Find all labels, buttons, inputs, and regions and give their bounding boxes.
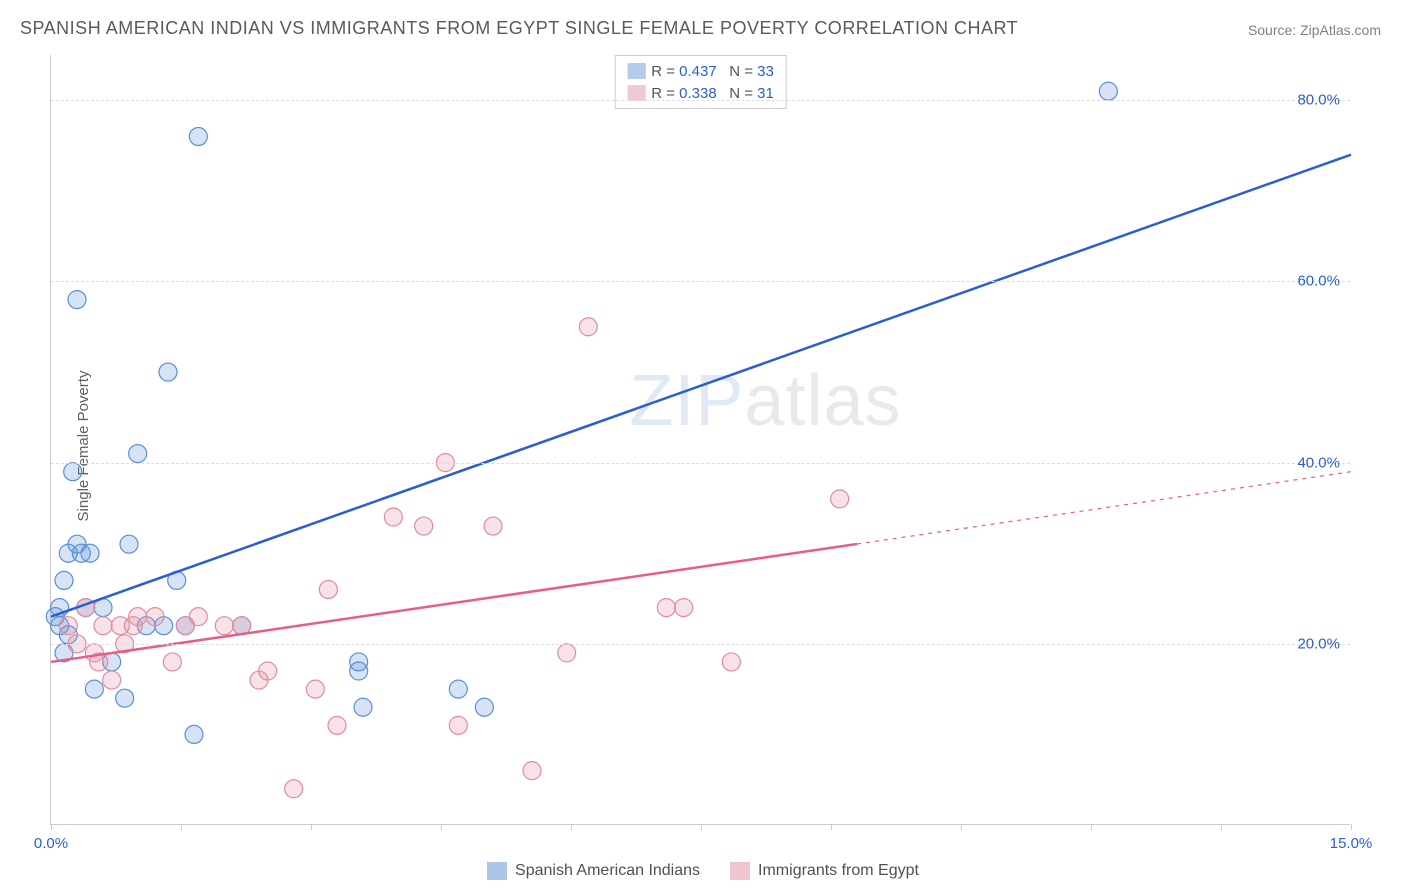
y-tick-label: 80.0% [1297,92,1340,109]
grid-line [51,463,1350,464]
y-tick-label: 40.0% [1297,454,1340,471]
scatter-point [354,698,372,716]
scatter-point [1099,82,1117,100]
scatter-point [475,698,493,716]
x-tick-mark [1091,824,1092,830]
x-tick-mark [1351,824,1352,830]
scatter-point [163,653,181,671]
x-tick-mark [311,824,312,830]
scatter-point [116,689,134,707]
grid-line [51,644,1350,645]
scatter-point [68,291,86,309]
scatter-point [94,617,112,635]
scatter-point [831,490,849,508]
scatter-point [579,318,597,336]
scatter-point [159,363,177,381]
scatter-point [85,680,103,698]
scatter-point [415,517,433,535]
legend-swatch [730,862,750,880]
x-tick-mark [701,824,702,830]
scatter-point [189,608,207,626]
grid-line [51,100,1350,101]
scatter-point [722,653,740,671]
series-legend: Spanish American Indians Immigrants from … [487,862,919,880]
x-tick-label: 15.0% [1330,835,1373,852]
scatter-point [449,680,467,698]
scatter-point [189,128,207,146]
y-tick-label: 20.0% [1297,635,1340,652]
scatter-point [103,671,121,689]
legend-swatch [627,85,645,101]
scatter-point [306,680,324,698]
x-tick-mark [181,824,182,830]
scatter-point [384,508,402,526]
scatter-point [215,617,233,635]
scatter-point [146,608,164,626]
scatter-point [449,716,467,734]
scatter-point [55,571,73,589]
x-tick-mark [51,824,52,830]
scatter-point [64,463,82,481]
x-tick-label: 0.0% [34,835,68,852]
x-tick-mark [1221,824,1222,830]
legend-item: Immigrants from Egypt [730,862,919,880]
scatter-point [328,716,346,734]
scatter-point [120,535,138,553]
grid-line [51,281,1350,282]
scatter-point [523,762,541,780]
scatter-point [185,725,203,743]
source-attribution: Source: ZipAtlas.com [1248,22,1381,38]
legend-item: Spanish American Indians [487,862,700,880]
x-tick-mark [571,824,572,830]
legend-stat: R = 0.338 N = 31 [651,85,774,102]
scatter-point [81,544,99,562]
legend-label: Spanish American Indians [515,862,700,880]
x-tick-mark [831,824,832,830]
chart-plot-area: ZIPatlas R = 0.437 N = 33R = 0.338 N = 3… [50,55,1350,825]
scatter-point [350,653,368,671]
scatter-point [129,445,147,463]
chart-title: SPANISH AMERICAN INDIAN VS IMMIGRANTS FR… [20,18,1018,39]
legend-row: R = 0.437 N = 33 [627,60,774,82]
legend-swatch [487,862,507,880]
scatter-point [259,662,277,680]
scatter-point [129,608,147,626]
scatter-point [319,580,337,598]
x-tick-mark [961,824,962,830]
scatter-point [558,644,576,662]
legend-stat: R = 0.437 N = 33 [651,63,774,80]
trend-line-extrapolated [857,472,1351,544]
legend-swatch [627,63,645,79]
y-tick-label: 60.0% [1297,273,1340,290]
trend-line [51,155,1351,617]
scatter-point [675,599,693,617]
scatter-point [59,617,77,635]
scatter-point [484,517,502,535]
scatter-plot-svg [51,55,1350,824]
x-tick-mark [441,824,442,830]
legend-label: Immigrants from Egypt [758,862,919,880]
scatter-point [285,780,303,798]
scatter-point [657,599,675,617]
